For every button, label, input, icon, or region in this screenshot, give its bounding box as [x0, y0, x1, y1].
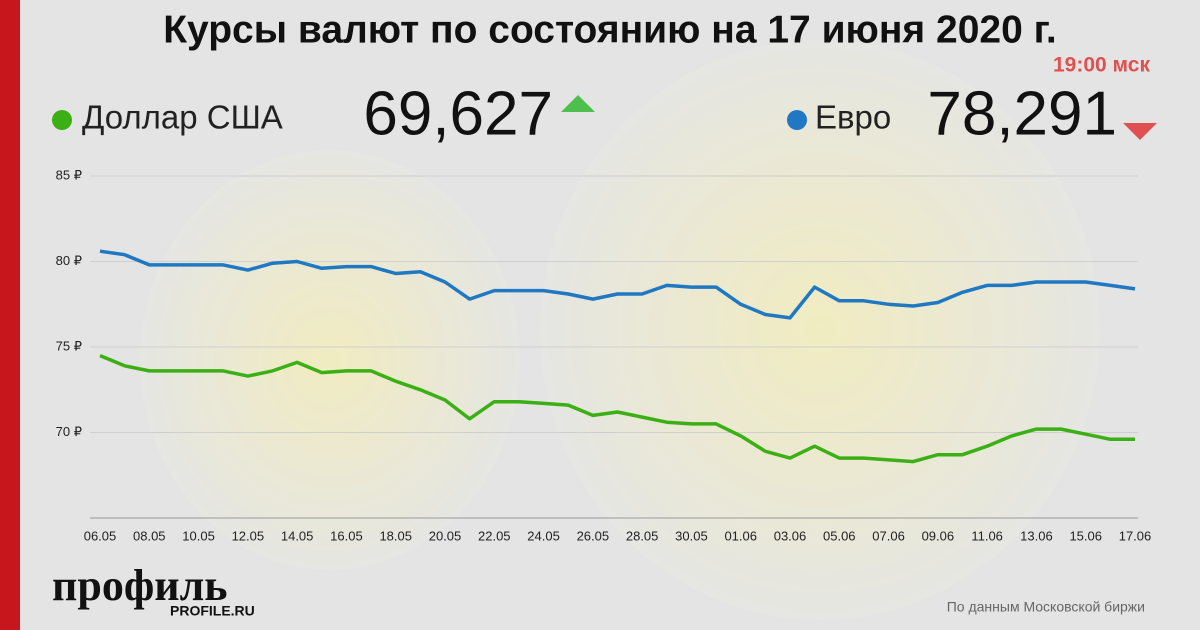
logo-site: PROFILE.RU	[170, 603, 255, 619]
x-tick-label: 22.05	[478, 528, 511, 543]
x-tick-label: 09.06	[922, 528, 955, 543]
y-tick-label: 85 ₽	[56, 167, 82, 182]
x-tick-label: 30.05	[675, 528, 708, 543]
x-tick-label: 01.06	[724, 528, 757, 543]
x-tick-label: 13.06	[1020, 528, 1053, 543]
x-tick-label: 11.06	[971, 528, 1003, 543]
x-tick-label: 28.05	[626, 528, 659, 543]
x-tick-label: 16.05	[330, 528, 363, 543]
latest-value: 78,291	[927, 79, 1117, 148]
chart-title: Курсы валют по состоянию на 17 июня 2020…	[163, 8, 1057, 51]
x-tick-label: 08.05	[133, 528, 166, 543]
x-tick-label: 07.06	[872, 528, 905, 543]
trend-arrow	[1123, 123, 1157, 140]
trend-arrow	[561, 95, 595, 112]
x-tick-label: 24.05	[527, 528, 560, 543]
latest-value: 69,627	[363, 79, 553, 148]
x-tick-label: 15.06	[1069, 528, 1102, 543]
source: По данным Московской биржи	[947, 599, 1145, 615]
legend-marker	[787, 110, 807, 130]
legend-label: Евро	[815, 99, 891, 136]
line	[99, 353, 1135, 464]
x-tick-label: 06.05	[84, 528, 117, 543]
x-tick-label: 03.06	[774, 528, 807, 543]
x-tick-label: 14.05	[281, 528, 314, 543]
x-tick-label: 20.05	[429, 528, 462, 543]
x-tick-label: 10.05	[182, 528, 215, 543]
legend-label: Доллар США	[82, 99, 283, 136]
y-tick-label: 75 ₽	[56, 338, 82, 353]
decor	[140, 150, 520, 570]
x-tick-label: 18.05	[379, 528, 412, 543]
decor	[540, 40, 1100, 620]
x-tick-label: 26.05	[577, 528, 610, 543]
line	[99, 249, 1136, 320]
x-tick-label: 17.06	[1119, 528, 1152, 543]
x-tick-label: 05.06	[823, 528, 856, 543]
logo: профиль	[52, 561, 228, 610]
chart-subtitle: 19:00 мск	[1053, 54, 1150, 77]
legend-marker	[52, 110, 72, 130]
x-tick-label: 12.05	[232, 528, 265, 543]
accent-stripe	[0, 0, 20, 630]
y-tick-label: 80 ₽	[56, 253, 82, 268]
y-tick-label: 70 ₽	[56, 424, 82, 439]
